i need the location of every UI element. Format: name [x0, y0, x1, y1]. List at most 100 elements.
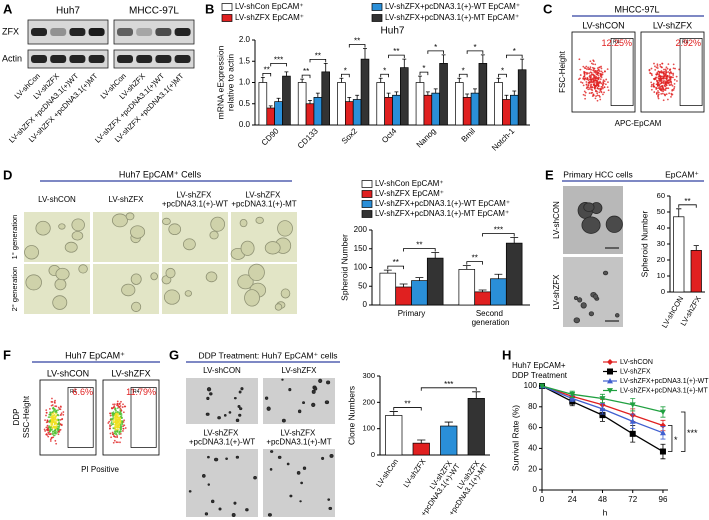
- flow-event: [43, 428, 46, 431]
- legend-label: LV-shCon EpCAM⁺: [235, 2, 304, 11]
- flow-event: [53, 401, 56, 403]
- flow-event: [52, 434, 55, 437]
- flow-event: [120, 423, 122, 426]
- significance-bracket: [667, 425, 673, 452]
- flow-event: [114, 421, 117, 423]
- flow-event: [583, 78, 586, 81]
- blot-band: [88, 55, 105, 63]
- flow-event: [109, 424, 111, 427]
- significance-bracket: [458, 73, 468, 78]
- marker: [599, 405, 606, 412]
- flow-event: [585, 71, 588, 74]
- cell-body: [328, 506, 333, 511]
- cell-body: [202, 473, 206, 478]
- bar: [494, 82, 503, 126]
- cell-body: [280, 288, 291, 299]
- flow-event: [55, 422, 58, 425]
- flow-event: [662, 90, 665, 93]
- flow-event: [119, 428, 122, 431]
- flow-event: [656, 63, 659, 66]
- flow-event: [585, 83, 588, 86]
- cell-body: [318, 378, 323, 383]
- bar: [412, 442, 430, 456]
- micrograph: [186, 449, 258, 517]
- bar: [392, 94, 401, 126]
- cell-body: [71, 218, 85, 232]
- panel-title: Huh7 EpCAM⁺ Cells: [119, 169, 202, 179]
- flow-event: [581, 82, 584, 84]
- flow-event: [54, 439, 57, 442]
- gate: [679, 38, 703, 106]
- flow-event: [595, 83, 598, 86]
- flow-event: [583, 90, 586, 93]
- cell-body: [321, 456, 325, 460]
- flow-event: [114, 416, 117, 419]
- flow-event: [657, 91, 660, 94]
- flow-event: [591, 66, 594, 69]
- cell-body: [207, 483, 211, 486]
- flow-event: [57, 423, 59, 426]
- cell-body: [614, 313, 620, 318]
- flow-event: [661, 62, 664, 65]
- significance-bracket: [466, 50, 484, 54]
- flow-event: [596, 76, 599, 79]
- bar: [502, 99, 511, 126]
- blot-band: [50, 28, 67, 36]
- x-tick-label: 24: [568, 495, 577, 504]
- bar: [415, 82, 425, 126]
- cell-body: [281, 378, 284, 381]
- flow-event: [116, 412, 119, 415]
- flow-event: [603, 80, 606, 83]
- flow-event: [596, 73, 599, 76]
- cell-body: [130, 225, 146, 239]
- cell-body: [581, 216, 601, 234]
- cell-body: [71, 230, 84, 241]
- flow-event: [594, 90, 597, 93]
- significance-label: **: [264, 66, 270, 75]
- flow-event: [594, 86, 597, 88]
- legend-swatch: [371, 3, 383, 11]
- cell-body: [237, 405, 241, 408]
- flow-event: [598, 70, 601, 73]
- bar: [313, 97, 323, 126]
- y-tick-label: 1.0: [239, 78, 251, 87]
- flow-event: [667, 87, 670, 90]
- cell-body: [237, 274, 254, 290]
- flow-event: [583, 74, 586, 77]
- flow-event: [119, 405, 122, 407]
- significance-bracket: [341, 73, 350, 78]
- x-tick-label: LV-shZFX: [401, 457, 427, 489]
- significance-label: ***: [274, 56, 283, 65]
- marker: [659, 409, 666, 415]
- y-tick-label: 20: [657, 255, 665, 264]
- flow-event: [661, 87, 664, 90]
- flow-event: [663, 68, 665, 71]
- panel-letter: G: [169, 347, 179, 362]
- flow-event: [598, 91, 601, 94]
- flow-event: [116, 415, 119, 418]
- flow-event: [586, 76, 589, 79]
- flow-event: [678, 68, 681, 71]
- significance-label: *: [383, 66, 386, 75]
- flow-event: [661, 85, 664, 88]
- flow-event: [592, 59, 595, 62]
- bar: [258, 82, 268, 126]
- flow-event: [657, 70, 660, 73]
- flow-event: [45, 409, 48, 412]
- blot-band: [136, 28, 153, 36]
- flow-event: [61, 418, 64, 420]
- flow-event: [596, 99, 599, 102]
- flow-event: [660, 77, 663, 80]
- legend-label: LV-shZFX EpCAM⁺: [235, 13, 304, 22]
- flow-event: [604, 83, 607, 86]
- bar: [395, 286, 412, 306]
- flow-event: [601, 71, 604, 74]
- flow-event: [671, 89, 674, 92]
- flow-event: [111, 423, 114, 426]
- flow-event: [52, 412, 55, 414]
- flow-event: [590, 86, 593, 89]
- gate-percent: 12.25%: [601, 38, 632, 48]
- flow-event: [607, 89, 610, 92]
- flow-event: [50, 404, 53, 407]
- flow-event: [52, 436, 55, 439]
